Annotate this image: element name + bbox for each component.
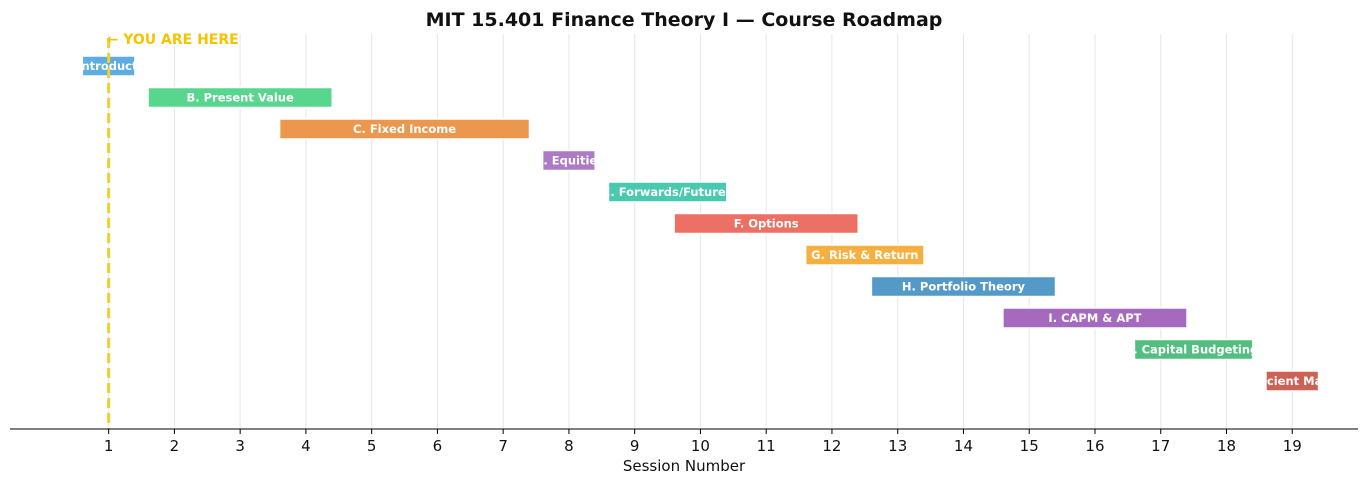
x-axis-label: Session Number — [623, 457, 746, 475]
x-tick-label-12: 12 — [822, 437, 841, 455]
x-tick-label-5: 5 — [367, 437, 377, 455]
x-tick-label-7: 7 — [498, 437, 508, 455]
task-label-3: D. Equities — [534, 154, 604, 168]
task-label-1: B. Present Value — [186, 91, 294, 105]
x-tick-label-3: 3 — [235, 437, 245, 455]
task-bar-6 — [804, 244, 925, 266]
x-tick-label-9: 9 — [630, 437, 640, 455]
you-are-here-label: ← YOU ARE HERE — [107, 32, 239, 48]
x-tick-label-6: 6 — [433, 437, 443, 455]
task-label-6: G. Risk & Return — [811, 248, 918, 262]
x-tick-label-15: 15 — [1020, 437, 1039, 455]
task-label-5: F. Options — [734, 217, 799, 231]
x-tick-label-13: 13 — [888, 437, 907, 455]
task-label-9: J. Capital Budgeting — [1128, 343, 1258, 357]
task-bar-9 — [1133, 338, 1254, 361]
x-tick-label-8: 8 — [564, 437, 574, 455]
x-tick-label-11: 11 — [757, 437, 776, 455]
x-tick-label-4: 4 — [301, 437, 311, 455]
bars-layer: A. Introduction B. Present Value C. Fixed … — [60, 55, 1356, 392]
task-label-0: A. Introduction — [60, 59, 158, 73]
marker-layer: ← YOU ARE HERE — [107, 32, 239, 429]
task-bar-4 — [607, 181, 728, 203]
task-label-10: K. Efficient Markets — [1229, 374, 1356, 388]
task-bar-5 — [673, 212, 860, 235]
x-tick-label-10: 10 — [691, 437, 710, 455]
task-bar-7 — [870, 275, 1057, 298]
task-label-7: H. Portfolio Theory — [902, 280, 1026, 294]
task-bar-8 — [1002, 307, 1188, 329]
task-bar-3 — [541, 149, 596, 172]
chart-title: MIT 15.401 Finance Theory I — Course Roa… — [426, 9, 943, 31]
ticks-layer: 1 2 3 4 5 6 7 8 9 10 11 12 13 14 15 16 17 18 19 — [104, 429, 1302, 455]
x-tick-label-18: 18 — [1217, 437, 1236, 455]
x-tick-label-14: 14 — [954, 437, 973, 455]
x-tick-label-2: 2 — [170, 437, 180, 455]
task-label-4: E. Forwards/Futures — [603, 185, 733, 199]
task-bar-10 — [1265, 370, 1320, 392]
x-tick-label-17: 17 — [1151, 437, 1170, 455]
task-label-8: I. CAPM & APT — [1048, 311, 1141, 325]
x-tick-label-16: 16 — [1085, 437, 1104, 455]
task-label-2: C. Fixed Income — [353, 122, 456, 136]
task-bar-2 — [278, 118, 531, 140]
task-bar-1 — [147, 86, 333, 109]
x-tick-label-19: 19 — [1283, 437, 1302, 455]
grid-layer — [108, 34, 1293, 429]
x-tick-label-1: 1 — [104, 437, 114, 455]
